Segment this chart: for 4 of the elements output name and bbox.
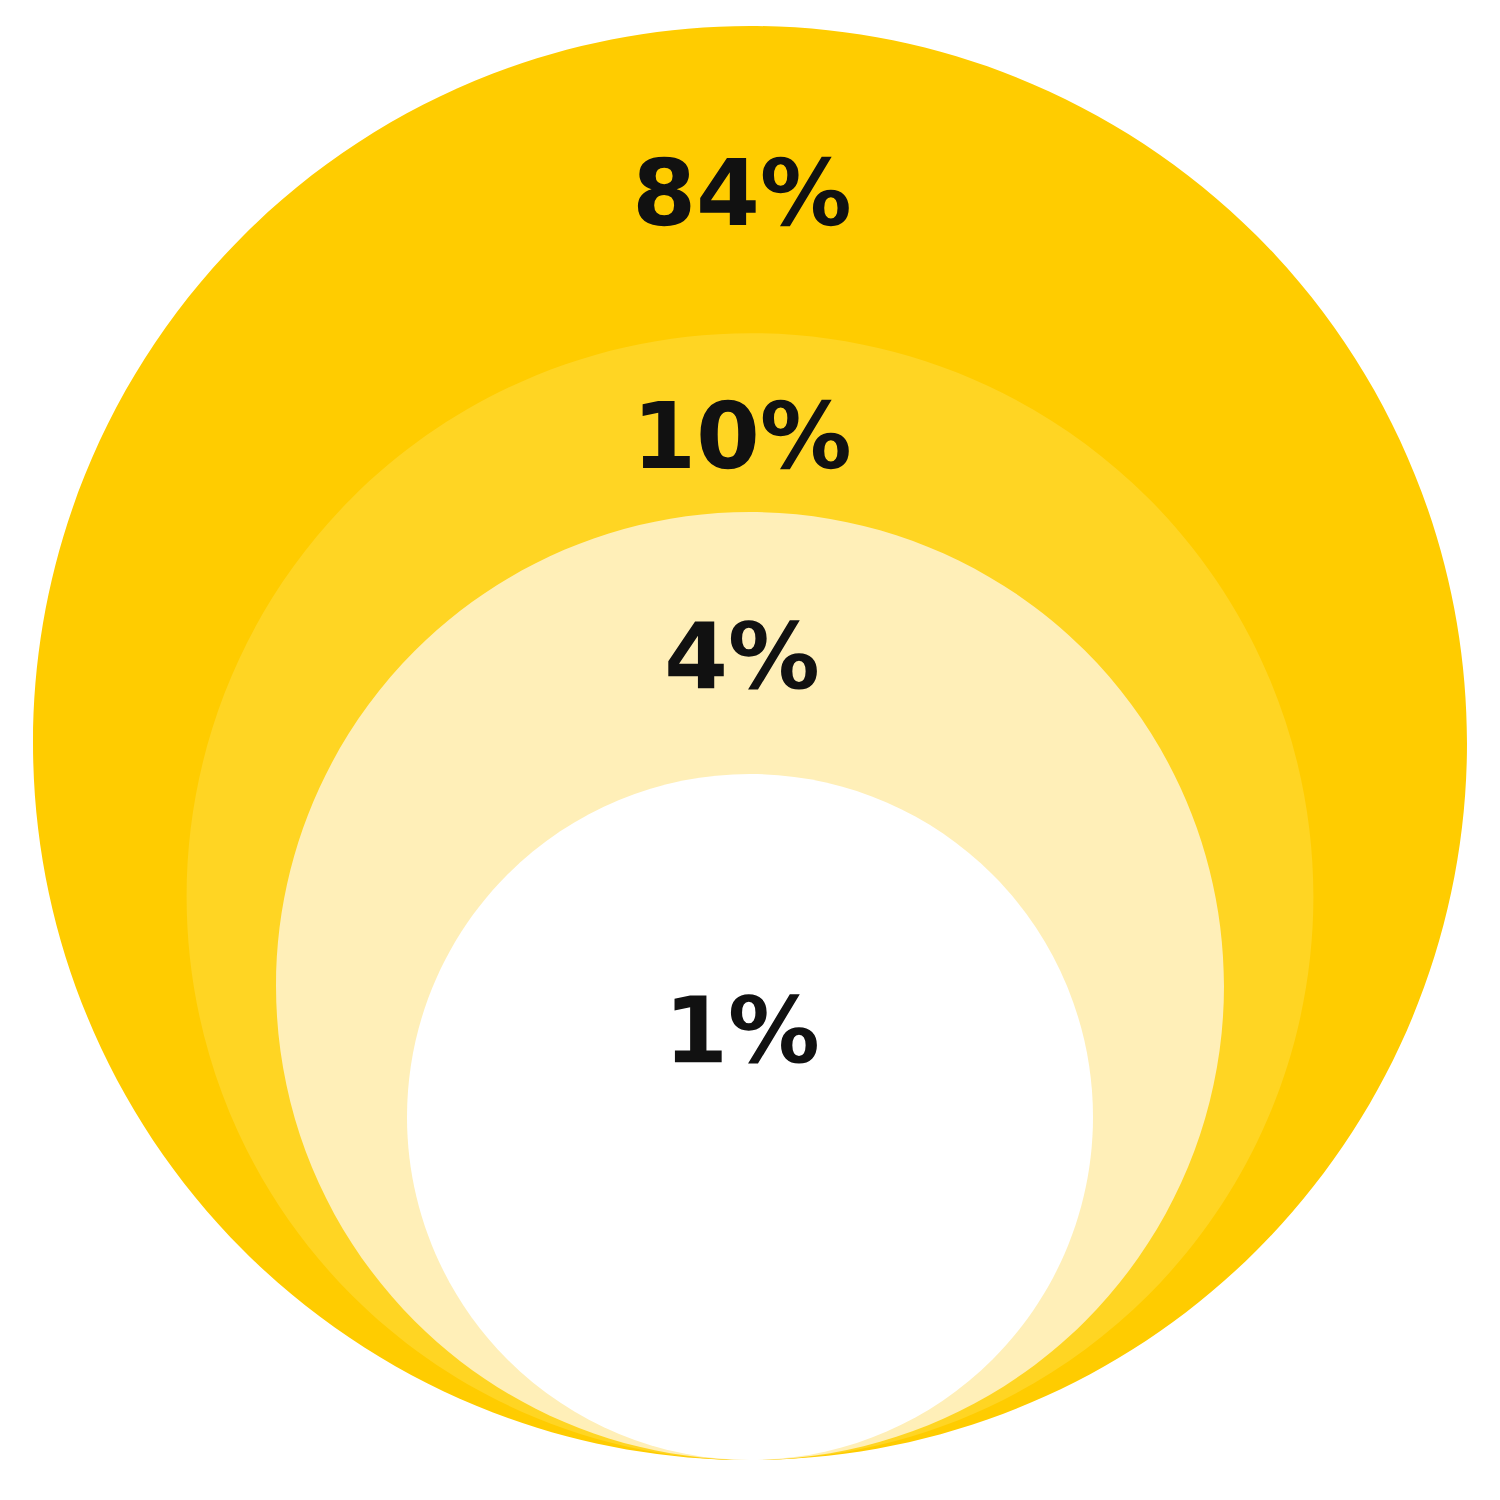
data-label: 4% (668, 620, 817, 690)
data-label: 10% (642, 399, 849, 470)
data-label: 1% (674, 994, 817, 1064)
data-label: 84% (637, 156, 849, 227)
